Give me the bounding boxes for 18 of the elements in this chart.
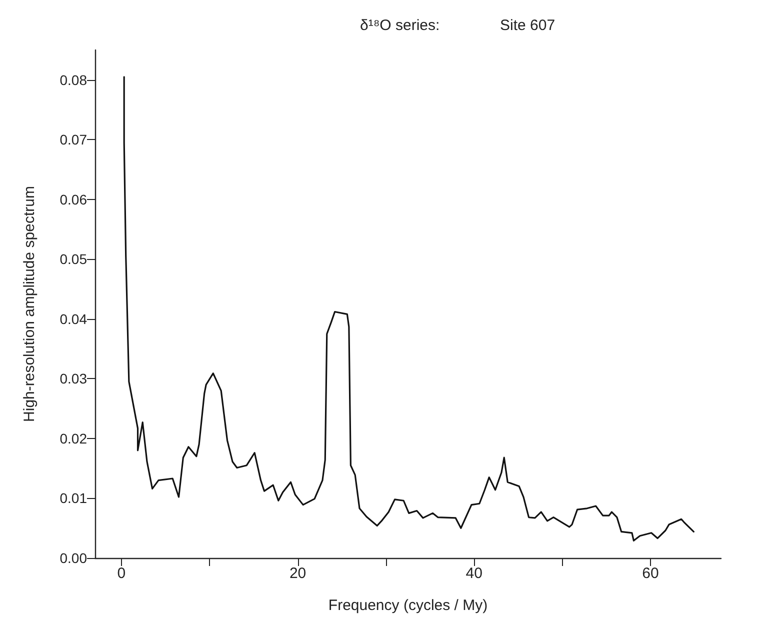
x-axis-title: Frequency (cycles / My) bbox=[328, 597, 488, 614]
x-tick-label: 20 bbox=[289, 565, 306, 582]
text: Site 607 bbox=[500, 17, 556, 34]
y-tick-label: 0.06 bbox=[60, 191, 88, 208]
y-axis-title: High-resolution amplitude spectrum bbox=[21, 186, 38, 422]
y-tick-label: 0.07 bbox=[60, 132, 88, 148]
y-tick-label: 0.00 bbox=[60, 550, 88, 566]
y-tick-label: 0.05 bbox=[60, 251, 88, 268]
x-tick-label: 40 bbox=[466, 565, 482, 582]
y-tick-label: 0.04 bbox=[60, 310, 88, 327]
y-tick-label: 0.03 bbox=[60, 370, 88, 387]
y-tick-label: 0.02 bbox=[60, 430, 88, 446]
text: δ¹⁸O series: bbox=[360, 17, 440, 34]
y-tick-label: 0.01 bbox=[60, 490, 88, 506]
line-series bbox=[123, 76, 694, 542]
x-tick-label: 60 bbox=[642, 565, 659, 582]
x-tick-label: 0 bbox=[117, 565, 126, 582]
y-tick-label: 0.08 bbox=[60, 72, 88, 88]
